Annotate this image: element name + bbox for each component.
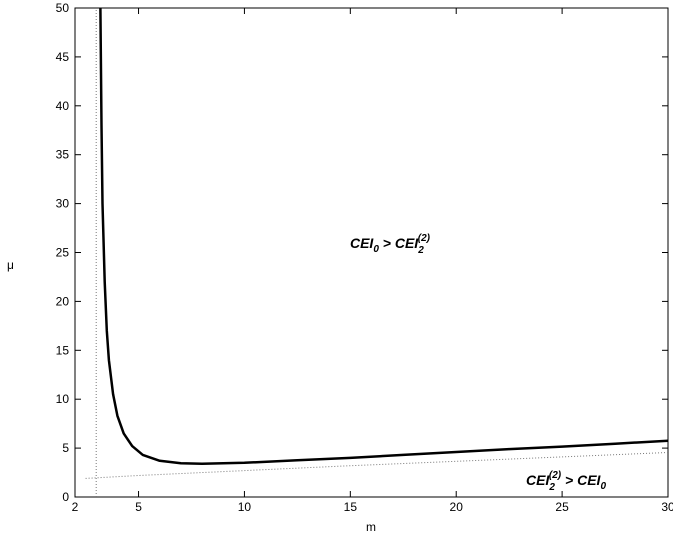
x-tick-label: 20 (450, 500, 464, 514)
region-label-upper: CEI0 > CEI2(2) (350, 233, 431, 256)
y-tick-label: 0 (62, 490, 69, 504)
region-lower-cei-b: CEI (577, 472, 601, 488)
region-upper-sub-b: 2 (417, 245, 424, 256)
y-tick-label: 50 (56, 1, 70, 15)
y-tick-label: 25 (56, 246, 70, 260)
axis-ticks (74, 7, 669, 498)
region-upper-cei-a: CEI (350, 235, 374, 251)
plot-frame (74, 7, 669, 498)
y-tick-label: 40 (56, 99, 70, 113)
y-tick-label: 30 (56, 197, 70, 211)
region-upper-sub-a: 0 (373, 244, 379, 255)
region-upper-cei-b: CEI (395, 235, 419, 251)
x-tick-label: 10 (238, 500, 252, 514)
x-tick-label: 5 (135, 500, 142, 514)
region-label-lower: CEI2(2) > CEI0 (526, 470, 606, 493)
y-tick-label: 10 (56, 392, 70, 406)
region-lower-sub-b: 0 (600, 481, 606, 492)
curves (85, 7, 669, 497)
region-lower-sub-a: 2 (548, 482, 555, 493)
x-tick-label: 25 (555, 500, 569, 514)
y-tick-label: 35 (56, 148, 70, 162)
region-lower-sup-a: (2) (549, 470, 562, 481)
x-tick-label: 2 (72, 500, 79, 514)
y-tick-label: 5 (62, 441, 69, 455)
y-axis-label: μ (7, 258, 14, 272)
region-lower-op: > (561, 472, 577, 488)
region-upper-op: > (379, 235, 395, 251)
region-upper-sup-b: (2) (418, 233, 431, 244)
series-line-0 (99, 7, 669, 465)
x-axis-label: m (366, 520, 376, 533)
y-tick-label: 15 (56, 343, 70, 357)
x-tick-label: 15 (344, 500, 358, 514)
y-tick-label: 20 (56, 294, 70, 308)
region-lower-cei-a: CEI (526, 472, 550, 488)
y-tick-label: 45 (56, 50, 70, 64)
x-tick-label: 30 (661, 500, 673, 514)
